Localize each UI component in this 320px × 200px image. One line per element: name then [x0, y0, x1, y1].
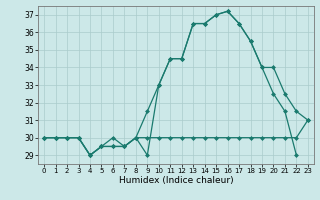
X-axis label: Humidex (Indice chaleur): Humidex (Indice chaleur): [119, 176, 233, 185]
